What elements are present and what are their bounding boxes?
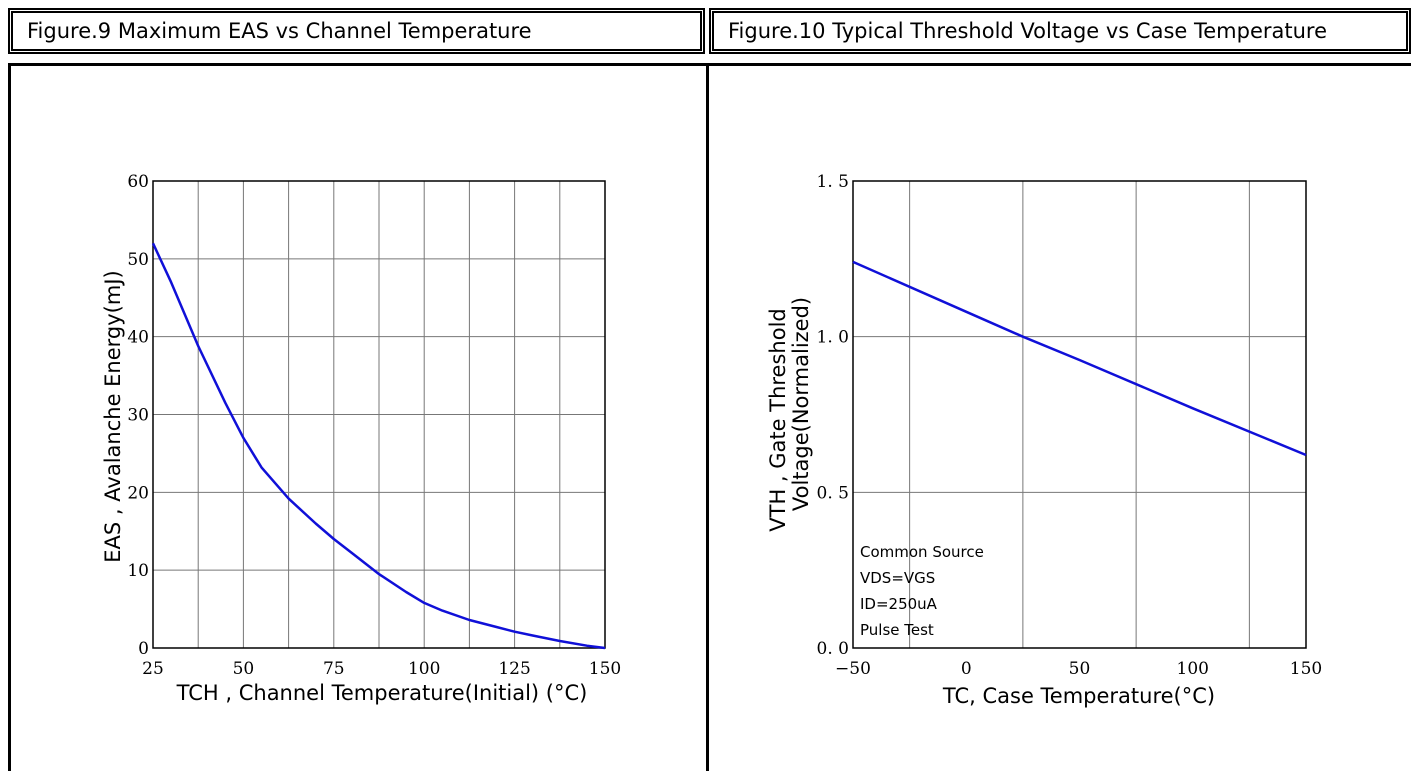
panel-divider: [706, 63, 709, 771]
plot-frame: [852, 180, 1307, 649]
y-axis-label-line2: Voltage(Normalized): [789, 297, 813, 511]
x-tick-label: 150: [589, 659, 621, 679]
x-tick-label: 150: [1290, 659, 1322, 679]
y-tick-label: 1. 5: [817, 172, 849, 192]
panel-top-border: [8, 63, 1411, 66]
y-tick-label: 50: [127, 250, 149, 270]
x-tick-label: 125: [498, 659, 530, 679]
x-tick-label: 25: [142, 659, 164, 679]
test-condition-note: Pulse Test: [860, 621, 934, 639]
x-tick-label: 50: [1069, 659, 1091, 679]
x-tick-label: 75: [323, 659, 345, 679]
x-tick-label: 100: [1177, 659, 1209, 679]
x-axis-label: TC, Case Temperature(°C): [942, 684, 1215, 708]
y-tick-label: 40: [127, 328, 149, 348]
chart-eas: 25 50 75 100 125 150 0 10 20 30 40 50 60 TCH , Channe…: [101, 172, 621, 705]
y-axis-label: EAS , Avalanche Energy(mJ): [101, 270, 125, 562]
x-axis-label: TCH , Channel Temperature(Initial) (°C): [176, 681, 588, 705]
figure9-title: Figure.9 Maximum EAS vs Channel Temperat…: [8, 8, 705, 54]
x-tick-label: −50: [835, 659, 871, 679]
x-tick-label: 100: [408, 659, 440, 679]
test-condition-note: VDS=VGS: [860, 569, 935, 587]
y-tick-label: 20: [127, 483, 149, 503]
series-line: [151, 242, 606, 650]
figure10-title: Figure.10 Typical Threshold Voltage vs C…: [709, 8, 1411, 54]
plot-frame: [152, 180, 606, 649]
y-tick-label: 0. 5: [817, 483, 849, 503]
test-condition-note: ID=250uA: [860, 595, 938, 613]
x-tick-label: 50: [233, 659, 255, 679]
y-axis-label-line1: VTH , Gate Threshold: [766, 308, 790, 531]
y-tick-label: 30: [127, 406, 149, 426]
test-condition-note: Common Source: [860, 543, 984, 561]
panel-left-border: [8, 63, 11, 771]
y-tick-label: 0. 0: [817, 639, 849, 659]
y-tick-label: 0: [138, 639, 149, 659]
y-tick-label: 1. 0: [817, 328, 849, 348]
series-line: [852, 260, 1307, 457]
y-tick-label: 60: [127, 172, 149, 192]
y-tick-label: 10: [127, 561, 149, 581]
x-tick-label: 0: [961, 659, 972, 679]
